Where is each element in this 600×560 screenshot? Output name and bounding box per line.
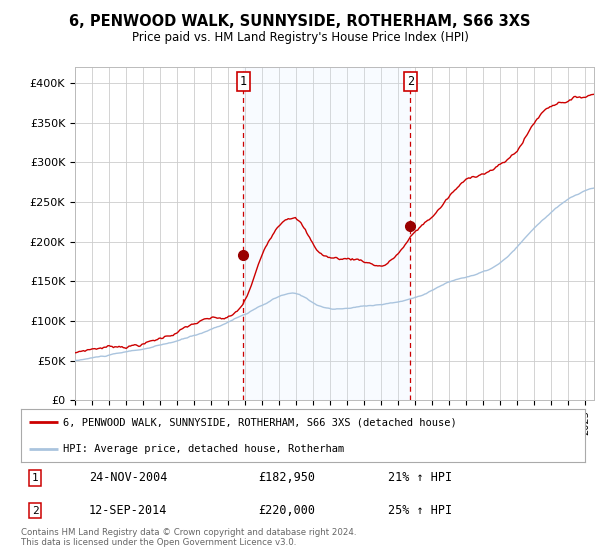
Text: HPI: Average price, detached house, Rotherham: HPI: Average price, detached house, Roth… (64, 444, 344, 454)
Text: 25% ↑ HPI: 25% ↑ HPI (388, 504, 452, 517)
Text: 21% ↑ HPI: 21% ↑ HPI (388, 471, 452, 484)
Text: £182,950: £182,950 (258, 471, 315, 484)
Text: Contains HM Land Registry data © Crown copyright and database right 2024.
This d: Contains HM Land Registry data © Crown c… (21, 528, 356, 547)
Text: 2: 2 (32, 506, 38, 516)
Text: 2: 2 (407, 75, 414, 88)
Text: 24-NOV-2004: 24-NOV-2004 (89, 471, 167, 484)
Text: £220,000: £220,000 (258, 504, 315, 517)
Text: Price paid vs. HM Land Registry's House Price Index (HPI): Price paid vs. HM Land Registry's House … (131, 31, 469, 44)
Text: 1: 1 (32, 473, 38, 483)
Bar (244, 67, 410, 400)
Text: 12-SEP-2014: 12-SEP-2014 (89, 504, 167, 517)
Text: 6, PENWOOD WALK, SUNNYSIDE, ROTHERHAM, S66 3XS (detached house): 6, PENWOOD WALK, SUNNYSIDE, ROTHERHAM, S… (64, 417, 457, 427)
Text: 6, PENWOOD WALK, SUNNYSIDE, ROTHERHAM, S66 3XS: 6, PENWOOD WALK, SUNNYSIDE, ROTHERHAM, S… (69, 14, 531, 29)
Text: 1: 1 (240, 75, 247, 88)
